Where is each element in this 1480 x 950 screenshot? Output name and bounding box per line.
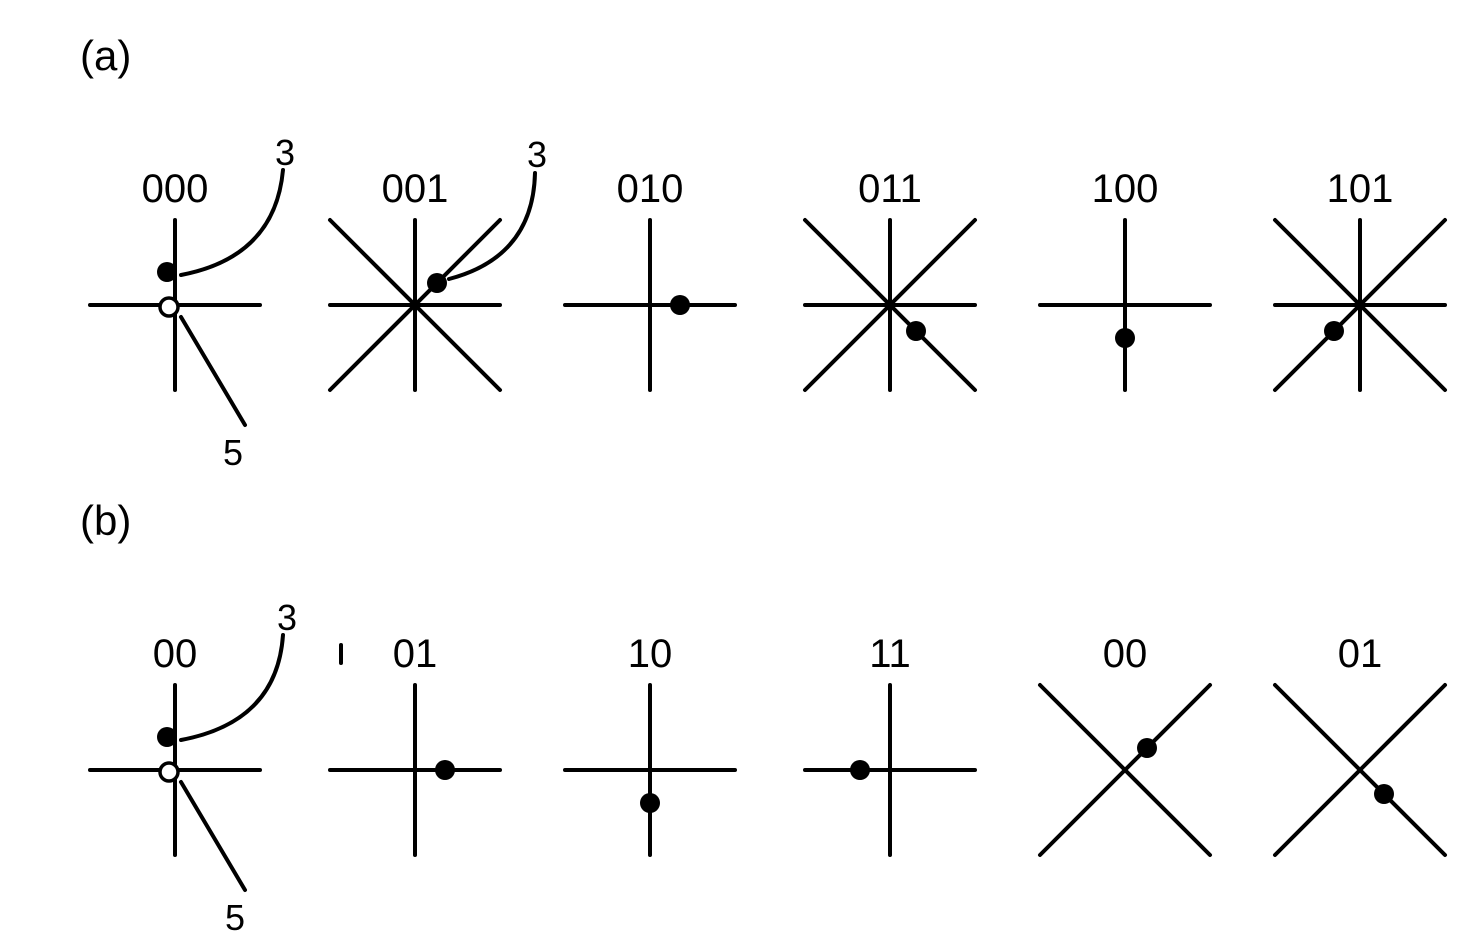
- pointer-line: [181, 782, 245, 890]
- sample-point: [1374, 784, 1394, 804]
- sample-point: [906, 321, 926, 341]
- cell-label: 011: [858, 167, 922, 211]
- cell-label: 00: [153, 632, 198, 676]
- cell-label: 100: [1092, 167, 1159, 211]
- sample-point: [435, 760, 455, 780]
- cell-label: 000: [142, 167, 209, 211]
- section-label: (a): [80, 32, 131, 79]
- sample-point: [157, 262, 177, 282]
- sample-point: [670, 295, 690, 315]
- sample-point: [1115, 328, 1135, 348]
- sample-point: [850, 760, 870, 780]
- pointer-label: 3: [527, 134, 547, 175]
- cell-label: 01: [1338, 632, 1383, 676]
- sample-point: [1137, 738, 1157, 758]
- pointer-label: 3: [277, 597, 297, 638]
- sample-point: [427, 273, 447, 293]
- pointer-label: 5: [225, 897, 245, 938]
- section-label: (b): [80, 497, 131, 544]
- cell-label: 101: [1327, 167, 1394, 211]
- cell-label: 001: [382, 167, 449, 211]
- cell-label: 00: [1103, 632, 1148, 676]
- pointer-line: [181, 317, 245, 425]
- pointer-label: 3: [275, 132, 295, 173]
- cell-label: 10: [628, 632, 673, 676]
- origin-marker: [160, 763, 178, 781]
- diagram-canvas: (a) (b) 000 3 5 001 3 010 011 100 101 00 3 5 01 10 11 00 0…: [0, 0, 1480, 950]
- cell-label: 01: [393, 632, 438, 676]
- cell-label: 010: [617, 167, 684, 211]
- pointer-label: 5: [223, 432, 243, 473]
- cell-label: 11: [869, 632, 911, 676]
- sample-point: [157, 727, 177, 747]
- sample-point: [1324, 321, 1344, 341]
- origin-marker: [160, 298, 178, 316]
- sample-point: [640, 793, 660, 813]
